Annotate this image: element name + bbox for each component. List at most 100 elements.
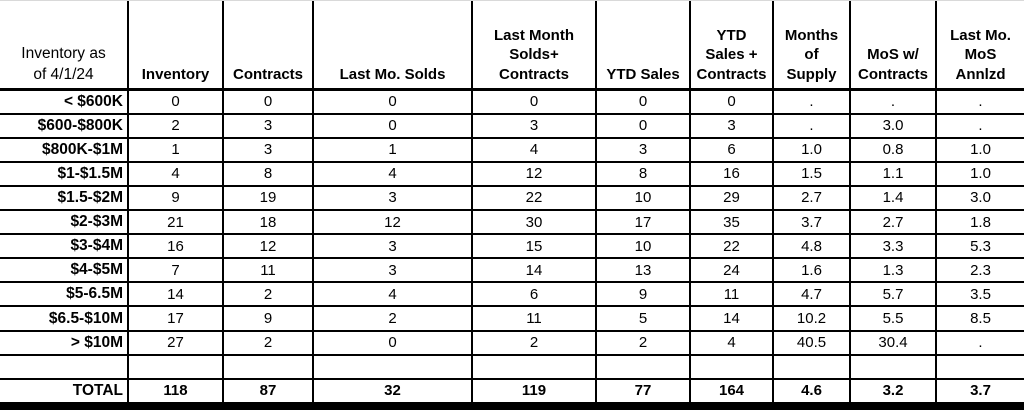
value-cell: 1.6 xyxy=(772,257,851,284)
value-cell: 22 xyxy=(471,184,597,212)
value-cell xyxy=(935,353,1024,380)
value-cell: . xyxy=(849,88,937,115)
data-row: $5-6.5M 14 2 4 6 9 11 4.7 5.7 3.5 xyxy=(0,281,1024,308)
value-cell: 4.6 xyxy=(772,377,851,405)
value-cell: 3 xyxy=(312,233,473,260)
value-cell: 2.7 xyxy=(849,209,937,236)
data-row: < $600K 0 0 0 0 0 0... xyxy=(0,88,1024,115)
value-cell: 4 xyxy=(689,329,774,356)
value-cell xyxy=(689,353,774,380)
value-cell: 11 xyxy=(222,257,314,284)
value-cell: 11 xyxy=(471,305,597,332)
value-cell: 87 xyxy=(222,377,314,405)
value-cell: 2.7 xyxy=(772,184,851,212)
value-cell xyxy=(772,353,851,380)
value-cell: 6 xyxy=(689,136,774,163)
value-cell: 17 xyxy=(127,305,224,332)
value-cell: 24 xyxy=(689,257,774,284)
value-cell: 3 xyxy=(312,184,473,212)
value-cell: 14 xyxy=(689,305,774,332)
value-cell: 0.8 xyxy=(849,136,937,163)
value-cell: 0 xyxy=(127,88,224,115)
value-cell: 4 xyxy=(471,136,597,163)
value-cell: 8.5 xyxy=(935,305,1024,332)
value-cell: 27 xyxy=(127,329,224,356)
value-cell: 4.7 xyxy=(772,281,851,308)
value-cell: 6 xyxy=(471,281,597,308)
data-row: $800K-$1M 1 3 1 4 3 6 1.0 0.8 1.0 xyxy=(0,136,1024,163)
value-cell xyxy=(222,353,314,380)
row-label-price-range: $4-$5M xyxy=(0,257,129,284)
value-cell: 3 xyxy=(595,136,691,163)
data-row: $1-$1.5M 4 8 4 12 8 16 1.5 1.1 1.0 xyxy=(0,160,1024,187)
value-cell: 77 xyxy=(595,377,691,405)
value-cell: 1 xyxy=(127,136,224,163)
value-cell: 1 xyxy=(312,136,473,163)
value-cell: 3 xyxy=(222,136,314,163)
column-header-last-mo-mos-annlzd: Last Mo. MoS Annlzd xyxy=(935,1,1024,91)
column-header-mos-w-contracts: MoS w/ Contracts xyxy=(849,1,937,91)
value-cell: 119 xyxy=(471,377,597,405)
value-cell xyxy=(127,353,224,380)
value-cell xyxy=(849,353,937,380)
value-cell: 0 xyxy=(312,329,473,356)
data-row: $1.5-$2M 9 19 3 22 10 29 2.7 1.4 3.0 xyxy=(0,184,1024,212)
table-bottom-border xyxy=(0,404,1024,410)
data-row: $3-$4M 16 12 3 15 10 22 4.8 3.3 5.3 xyxy=(0,233,1024,260)
value-cell: 3.2 xyxy=(849,377,937,405)
value-cell: 5 xyxy=(595,305,691,332)
value-cell: 12 xyxy=(471,160,597,187)
value-cell: 15 xyxy=(471,233,597,260)
value-cell: 1.0 xyxy=(935,160,1024,187)
value-cell: 12 xyxy=(222,233,314,260)
value-cell: 0 xyxy=(595,112,691,139)
value-cell: 0 xyxy=(595,88,691,115)
value-cell: 0 xyxy=(312,112,473,139)
column-header-last-month-solds-plus-contracts: Last Month Solds+ Contracts xyxy=(471,1,597,91)
column-header-title: Inventory as of 4/1/24 xyxy=(0,1,129,91)
value-cell: 3 xyxy=(689,112,774,139)
value-cell: 9 xyxy=(222,305,314,332)
value-cell: 1.0 xyxy=(935,136,1024,163)
value-cell: 164 xyxy=(689,377,774,405)
value-cell: 4 xyxy=(312,160,473,187)
value-cell: 16 xyxy=(127,233,224,260)
data-row: $600-$800K 2 3 0 3 0 3. 3.0. xyxy=(0,112,1024,139)
column-header-last-mo-solds: Last Mo. Solds xyxy=(312,1,473,91)
value-cell: 14 xyxy=(127,281,224,308)
row-label-price-range: $1.5-$2M xyxy=(0,184,129,212)
value-cell: 19 xyxy=(222,184,314,212)
value-cell: 2 xyxy=(127,112,224,139)
value-cell: 0 xyxy=(222,88,314,115)
value-cell: 12 xyxy=(312,209,473,236)
row-label-price-range: $3-$4M xyxy=(0,233,129,260)
data-row: $4-$5M 7 11 3 14 13 24 1.6 1.3 2.3 xyxy=(0,257,1024,284)
value-cell: 9 xyxy=(127,184,224,212)
value-cell: 3.5 xyxy=(935,281,1024,308)
value-cell xyxy=(471,353,597,380)
value-cell: 2 xyxy=(222,281,314,308)
value-cell: 3 xyxy=(312,257,473,284)
value-cell: 3.3 xyxy=(849,233,937,260)
value-cell: 118 xyxy=(127,377,224,405)
table-body: < $600K 0 0 0 0 0 0... $600-$800K 2 3 0 3 0 3. 3.0. $80… xyxy=(0,88,1024,405)
value-cell: 4.8 xyxy=(772,233,851,260)
value-cell: 8 xyxy=(222,160,314,187)
value-cell: . xyxy=(772,112,851,139)
value-cell: 3 xyxy=(471,112,597,139)
total-row: TOTAL 118 87 32 119 77 164 4.6 3.2 3.7 xyxy=(0,377,1024,405)
value-cell xyxy=(595,353,691,380)
value-cell: 1.8 xyxy=(935,209,1024,236)
total-label: TOTAL xyxy=(0,377,129,405)
value-cell: 7 xyxy=(127,257,224,284)
value-cell: 3 xyxy=(222,112,314,139)
value-cell: . xyxy=(935,112,1024,139)
value-cell: 9 xyxy=(595,281,691,308)
data-row: > $10M 27 2 0 2 2 4 40.5 30.4. xyxy=(0,329,1024,356)
value-cell: 2 xyxy=(312,305,473,332)
spacer-row xyxy=(0,353,1024,380)
value-cell: 16 xyxy=(689,160,774,187)
value-cell: 2 xyxy=(471,329,597,356)
